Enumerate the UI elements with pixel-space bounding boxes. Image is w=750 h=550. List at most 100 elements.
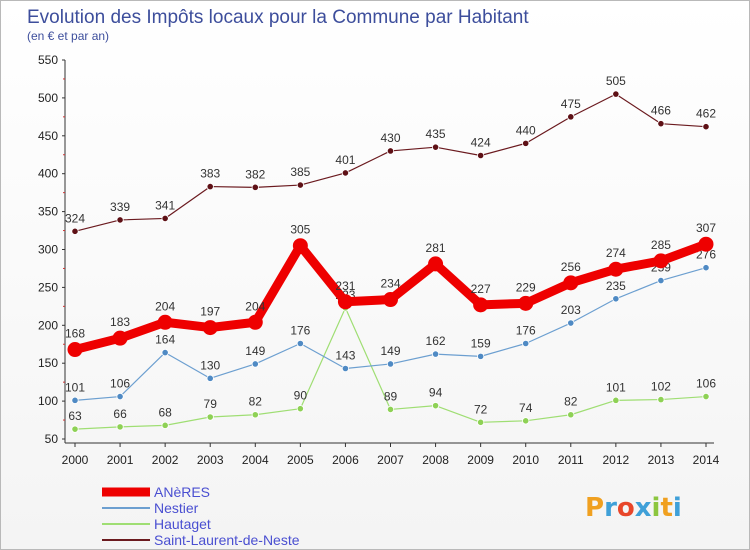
legend-label: Saint-Laurent-de-Neste	[154, 532, 300, 548]
x-tick-label: 2009	[467, 453, 494, 467]
data-label: 162	[426, 334, 446, 348]
y-tick-label: 400	[38, 167, 58, 181]
data-label: 102	[651, 380, 671, 394]
data-point	[431, 350, 440, 358]
chart-subtitle: (en € et par an)	[27, 29, 109, 43]
data-point	[702, 392, 710, 401]
series-nestier: 101 106 164 130 149 176 143 149 162 159 176 203 235 2…	[65, 248, 716, 404]
y-tick-label: 350	[38, 205, 58, 219]
data-label: 79	[204, 397, 218, 411]
data-point	[112, 330, 128, 346]
data-point	[563, 275, 579, 291]
data-label: 234	[380, 277, 400, 291]
data-label: 276	[696, 248, 716, 262]
proxiti-logo: Proxiti	[585, 493, 682, 523]
data-point	[383, 292, 398, 308]
data-point	[296, 181, 304, 189]
data-label: 89	[384, 389, 398, 403]
data-point	[657, 395, 665, 404]
data-label: 285	[651, 238, 671, 252]
series-an-res: 168 183 204 197 204 305 231 234 281 227 229 256 274 2…	[65, 221, 716, 358]
x-tick-label: 2013	[648, 453, 675, 467]
data-label: 168	[65, 327, 85, 341]
y-tick-label: 450	[38, 129, 58, 143]
x-tick-label: 2011	[558, 453, 584, 467]
data-label: 401	[335, 153, 355, 167]
data-point	[522, 139, 530, 147]
data-label: 203	[561, 303, 581, 317]
data-point	[206, 374, 214, 382]
data-label: 424	[471, 136, 491, 150]
logo-text: Proxiti	[585, 493, 682, 523]
data-label: 274	[606, 246, 626, 260]
data-point	[161, 214, 169, 223]
data-point	[296, 405, 304, 413]
data-point	[653, 253, 669, 269]
data-label: 204	[155, 299, 175, 313]
data-point	[116, 423, 124, 431]
data-point	[612, 396, 620, 404]
data-point	[477, 418, 485, 426]
data-label: 505	[606, 74, 626, 88]
data-label: 440	[516, 123, 536, 137]
legend-label: Nestier	[154, 500, 199, 516]
chart-title: Evolution des Impôts locaux pour la Comm…	[27, 7, 529, 28]
data-point	[386, 360, 395, 368]
data-label: 183	[110, 315, 130, 329]
x-tick-label: 2001	[107, 453, 134, 467]
data-label: 256	[561, 260, 581, 274]
data-point	[522, 417, 530, 425]
data-label: 164	[155, 333, 175, 347]
x-tick-label: 2007	[377, 453, 404, 467]
y-tick-label: 500	[38, 91, 58, 105]
y-tick-label: 100	[38, 394, 58, 408]
legend-label: Hautaget	[154, 516, 211, 532]
y-tick-label: 200	[38, 318, 58, 332]
data-label: 466	[651, 104, 671, 118]
data-label: 383	[200, 167, 220, 181]
data-point	[251, 411, 259, 419]
legend-label: ANèRES	[154, 484, 210, 500]
data-label: 176	[290, 323, 310, 337]
data-label: 106	[696, 377, 716, 391]
y-tick-label: 50	[45, 432, 59, 446]
data-label: 430	[380, 131, 400, 145]
data-point	[161, 348, 169, 357]
x-tick-label: 2014	[693, 453, 720, 467]
data-label: 149	[245, 344, 265, 358]
data-label: 385	[290, 165, 310, 179]
data-point	[567, 319, 575, 327]
data-label: 130	[200, 358, 220, 372]
data-point	[567, 411, 575, 419]
x-tick-label: 2004	[242, 453, 269, 467]
data-point	[296, 339, 304, 348]
data-label: 66	[113, 407, 127, 421]
data-label: 74	[519, 401, 533, 415]
data-label: 341	[155, 198, 175, 212]
data-point	[116, 216, 124, 224]
x-tick-label: 2003	[197, 453, 224, 467]
data-point	[206, 413, 214, 421]
data-label: 159	[471, 336, 491, 350]
data-label: 176	[516, 323, 536, 337]
x-tick-label: 2002	[152, 453, 179, 467]
data-point	[473, 297, 489, 313]
data-label: 305	[290, 223, 310, 237]
data-point	[657, 276, 665, 285]
data-label: 227	[471, 282, 491, 296]
data-point	[612, 90, 620, 98]
data-point	[251, 360, 259, 368]
data-label: 72	[474, 402, 488, 416]
data-label: 101	[65, 380, 85, 394]
data-label: 235	[606, 279, 626, 293]
x-tick-label: 2005	[287, 453, 314, 467]
data-point	[518, 295, 534, 311]
data-label: 435	[426, 127, 446, 141]
data-label: 82	[249, 395, 263, 409]
data-label: 149	[380, 344, 400, 358]
data-point	[67, 342, 83, 358]
data-label: 307	[696, 221, 716, 235]
data-point	[292, 238, 308, 254]
